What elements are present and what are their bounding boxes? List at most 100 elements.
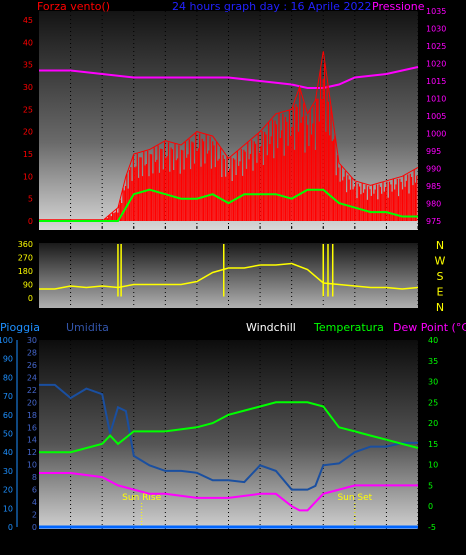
rain-y-tick-label: 20: [3, 486, 13, 495]
x-tick-label: 12: [223, 231, 233, 240]
temperaturaline: [39, 401, 419, 454]
sun-annotation-label: Sun Rise: [122, 493, 161, 503]
rain-y-tick-label: 0: [8, 523, 13, 532]
sun-annotation-label: Sun Set: [337, 493, 372, 503]
rain-y-tick-label: 60: [3, 411, 13, 420]
x-tick-label: 10: [192, 546, 202, 555]
temperature-y-tick-label: 20: [428, 419, 438, 428]
direction-y-tick-label: 360: [18, 240, 33, 249]
humidity-y-tick-label: 30: [27, 336, 37, 345]
humidity-y-tick-label: 2: [32, 511, 37, 520]
pressure-axis-label: Pressione: [372, 0, 425, 13]
wind-y-tick-label: 5: [28, 195, 33, 204]
pressure-y-tick-label: 1000: [426, 130, 446, 139]
temperature-y-tick-label: 30: [428, 378, 438, 387]
x-tick-label: 16: [287, 231, 297, 240]
pressure-y-tick-label: 985: [426, 182, 441, 191]
x-tick-label: 00: [413, 546, 423, 555]
direction-y-tick-label: 0: [28, 294, 33, 303]
wind-series: [39, 51, 419, 222]
pressure-y-ticks: 975 980 985 990 995 1000 1005 1010 1015 1020 1025 1…: [426, 7, 446, 226]
x-tick-label: 02: [65, 231, 75, 240]
x-tick-label: 06: [129, 546, 139, 555]
pressure-y-tick-label: 975: [426, 217, 441, 226]
wind-line: [39, 188, 418, 222]
pressure-y-tick-label: 1020: [426, 60, 446, 69]
x-tick-label: 04: [97, 231, 107, 240]
pressure-line: [39, 66, 419, 89]
rain-y-tick-label: 30: [3, 467, 13, 476]
x-tick-label: 06: [129, 231, 139, 240]
compass-label: N: [436, 239, 444, 252]
legend-item: Dew Point (°C): [393, 321, 466, 334]
humidity-y-tick-label: 8: [32, 473, 37, 482]
direction-panel-background: [39, 243, 418, 308]
humidity-y-tick-label: 26: [27, 361, 37, 370]
pressure-y-tick-label: 1035: [426, 7, 446, 16]
temperature-y-tick-label: 5: [428, 481, 433, 490]
compass-label: W: [435, 255, 446, 268]
temperature-y-tick-label: 10: [428, 461, 438, 470]
rain-y-tick-label: 70: [3, 392, 13, 401]
wind-panel-grid: [70, 11, 419, 230]
humidity-y-tick-label: 14: [27, 436, 37, 445]
wind-x-ticks: 02 04 06 08 10 12 14 16 18 20 22 00: [65, 226, 423, 240]
dew-point-c-line: [39, 472, 418, 512]
x-tick-label: 02: [65, 546, 75, 555]
wind-y-tick-label: 40: [23, 38, 33, 47]
humidity-y-tick-label: 18: [27, 411, 37, 420]
x-tick-label: 08: [160, 231, 170, 240]
compass-label: E: [437, 286, 444, 299]
humidity-y-tick-label: 0: [32, 523, 37, 532]
x-tick-label: 16: [287, 546, 297, 555]
wind-y-ticks: 0 5 10 15 20 25 30 35 40 45: [23, 16, 33, 226]
chart-title: 24 hours graph day : 16 Aprile 2022: [172, 0, 371, 13]
x-tick-label: 18: [318, 231, 328, 240]
direction-series: [39, 244, 419, 297]
pressure-y-tick-label: 1010: [426, 95, 446, 104]
pressure-y-tick-label: 1005: [426, 112, 446, 121]
x-tick-label: 12: [223, 546, 233, 555]
humidity-y-tick-label: 24: [27, 373, 37, 382]
rain-y-tick-label: 10: [3, 504, 13, 513]
wind-y-tick-label: 35: [23, 61, 33, 70]
humidity-y-tick-label: 4: [32, 498, 37, 507]
legend-item: Pioggia: [0, 321, 40, 334]
compass-label: S: [437, 270, 444, 283]
rain-y-tick-label: 40: [3, 448, 13, 457]
temperature-y-tick-label: -5: [428, 523, 436, 532]
gust-line: [39, 51, 419, 222]
humidity-y-ticks: 0 10 20 30 40 50 60 70 80 90 100: [0, 336, 18, 532]
humidity-y-tick-label: 16: [27, 423, 37, 432]
wind-y-tick-label: 25: [23, 105, 33, 114]
x-tick-label: 08: [160, 546, 170, 555]
wind-y-tick-label: 20: [23, 128, 33, 137]
rain-y-tick-label: 80: [3, 373, 13, 382]
temperature-y-tick-label: 35: [428, 357, 438, 366]
wind-y-tick-label: 15: [23, 150, 33, 159]
x-tick-label: 10: [192, 231, 202, 240]
wind-y-tick-label: 30: [23, 83, 33, 92]
umiditaline: [39, 383, 418, 491]
direction-y-tick-label: 180: [18, 267, 33, 276]
humidity-y-tick-label: 10: [27, 461, 37, 470]
direction-y-tick-label: 270: [18, 254, 33, 263]
x-tick-label: 22: [381, 546, 391, 555]
pressure-y-tick-label: 990: [426, 165, 441, 174]
x-tick-label: 14: [255, 231, 265, 240]
humidity-y-tick-label: 6: [32, 486, 37, 495]
rain-y-tick-label: 50: [3, 430, 13, 439]
humidity-y-tick-label: 12: [27, 448, 37, 457]
rain-y-tick-label: 90: [3, 355, 13, 364]
temperature-y-tick-label: 15: [428, 440, 438, 449]
humidity-y-tick-label: 22: [27, 386, 37, 395]
direction-line: [39, 262, 419, 290]
pressure-y-tick-label: 980: [426, 200, 441, 209]
x-tick-label: 04: [97, 546, 107, 555]
humidity-y-tick-label: 28: [27, 348, 37, 357]
temperature-y-ticks: -5 0 5 10 15 20 25 30 35 40: [428, 336, 438, 532]
